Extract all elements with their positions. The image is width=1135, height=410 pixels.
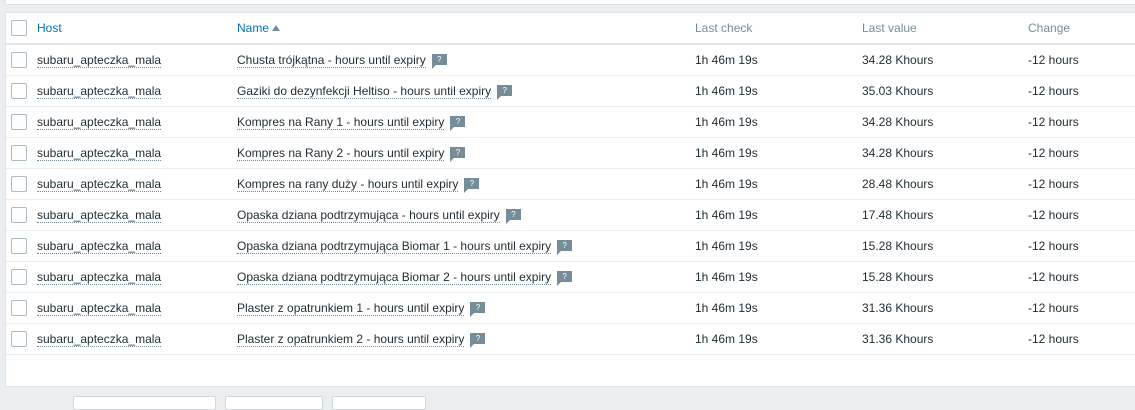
last-check: 1h 46m 19s (695, 44, 862, 76)
item-name-link[interactable]: Gaziki do dezynfekcji Heltiso - hours un… (237, 84, 492, 99)
action-button-3[interactable] (332, 396, 426, 410)
last-check: 1h 46m 19s (695, 199, 862, 231)
change: -12 hours (1028, 292, 1135, 324)
change: -12 hours (1028, 230, 1135, 262)
table-row: subaru_apteczka_mala Chusta trójkątna - … (6, 44, 1135, 76)
action-button-2[interactable] (225, 396, 323, 410)
last-value: 35.03 Khours (862, 75, 1028, 107)
change: -12 hours (1028, 106, 1135, 138)
host-link[interactable]: subaru_apteczka_mala (37, 115, 162, 130)
table-row: subaru_apteczka_mala Plaster z opatrunki… (6, 292, 1135, 324)
host-link[interactable]: subaru_apteczka_mala (37, 177, 162, 192)
description-hint-icon[interactable]: ? (464, 178, 480, 193)
last-value: 31.36 Khours (862, 323, 1028, 355)
last-check: 1h 46m 19s (695, 292, 862, 324)
item-name-link[interactable]: Kompres na Rany 2 - hours until expiry (237, 146, 445, 161)
row-checkbox[interactable] (11, 83, 27, 99)
last-value: 28.48 Khours (862, 168, 1028, 200)
item-name-link[interactable]: Chusta trójkątna - hours until expiry (237, 53, 426, 68)
host-link[interactable]: subaru_apteczka_mala (37, 208, 162, 223)
change: -12 hours (1028, 75, 1135, 107)
description-hint-icon[interactable]: ? (557, 240, 573, 255)
column-last-value: Last value (862, 13, 1028, 45)
change: -12 hours (1028, 261, 1135, 293)
host-link[interactable]: subaru_apteczka_mala (37, 239, 162, 254)
row-checkbox[interactable] (11, 331, 27, 347)
item-name-link[interactable]: Kompres na rany duży - hours until expir… (237, 177, 459, 192)
description-hint-icon[interactable]: ? (557, 271, 573, 286)
row-checkbox[interactable] (11, 207, 27, 223)
table-row: subaru_apteczka_mala Kompres na Rany 1 -… (6, 106, 1135, 138)
table-row: subaru_apteczka_mala Gaziki do dezynfekc… (6, 75, 1135, 107)
row-checkbox[interactable] (11, 114, 27, 130)
last-check: 1h 46m 19s (695, 323, 862, 355)
column-name[interactable]: Name (237, 13, 695, 45)
column-last-check: Last check (695, 13, 862, 45)
row-checkbox[interactable] (11, 300, 27, 316)
item-name-link[interactable]: Opaska dziana podtrzymująca Biomar 2 - h… (237, 270, 552, 285)
table-row: subaru_apteczka_mala Kompres na rany duż… (6, 168, 1135, 200)
host-link[interactable]: subaru_apteczka_mala (37, 301, 162, 316)
last-check: 1h 46m 19s (695, 261, 862, 293)
table-row: subaru_apteczka_mala Plaster z opatrunki… (6, 323, 1135, 355)
last-value: 34.28 Khours (862, 44, 1028, 76)
last-check: 1h 46m 19s (695, 75, 862, 107)
select-all-checkbox[interactable] (11, 20, 27, 36)
last-check: 1h 46m 19s (695, 106, 862, 138)
change: -12 hours (1028, 168, 1135, 200)
change: -12 hours (1028, 137, 1135, 169)
last-value: 31.36 Khours (862, 292, 1028, 324)
item-name-link[interactable]: Kompres na Rany 1 - hours until expiry (237, 115, 445, 130)
action-button-1[interactable] (73, 396, 216, 410)
table-row: subaru_apteczka_mala Opaska dziana podtr… (6, 261, 1135, 293)
host-link[interactable]: subaru_apteczka_mala (37, 270, 162, 285)
host-link[interactable]: subaru_apteczka_mala (37, 146, 162, 161)
last-value: 17.48 Khours (862, 199, 1028, 231)
last-value: 15.28 Khours (862, 230, 1028, 262)
host-link[interactable]: subaru_apteczka_mala (37, 53, 162, 68)
top-panel (5, 0, 1135, 5)
description-hint-icon[interactable]: ? (470, 302, 486, 317)
description-hint-icon[interactable]: ? (450, 147, 466, 162)
change: -12 hours (1028, 323, 1135, 355)
description-hint-icon[interactable]: ? (450, 116, 466, 131)
latest-data-panel: Host Name Last check Last value Change s… (5, 12, 1135, 387)
table-row: subaru_apteczka_mala Opaska dziana podtr… (6, 199, 1135, 231)
description-hint-icon[interactable]: ? (505, 209, 521, 224)
item-name-link[interactable]: Opaska dziana podtrzymująca - hours unti… (237, 208, 500, 223)
table-row: subaru_apteczka_mala Kompres na Rany 2 -… (6, 137, 1135, 169)
host-link[interactable]: subaru_apteczka_mala (37, 84, 162, 99)
description-hint-icon[interactable]: ? (470, 333, 486, 348)
change: -12 hours (1028, 199, 1135, 231)
row-checkbox[interactable] (11, 145, 27, 161)
table-row: subaru_apteczka_mala Opaska dziana podtr… (6, 230, 1135, 262)
change: -12 hours (1028, 44, 1135, 76)
item-name-link[interactable]: Plaster z opatrunkiem 1 - hours until ex… (237, 301, 465, 316)
last-value: 34.28 Khours (862, 137, 1028, 169)
last-check: 1h 46m 19s (695, 230, 862, 262)
last-check: 1h 46m 19s (695, 168, 862, 200)
row-checkbox[interactable] (11, 176, 27, 192)
last-check: 1h 46m 19s (695, 137, 862, 169)
description-hint-icon[interactable]: ? (431, 54, 447, 69)
column-host[interactable]: Host (37, 13, 237, 45)
row-checkbox[interactable] (11, 269, 27, 285)
row-checkbox[interactable] (11, 238, 27, 254)
host-link[interactable]: subaru_apteczka_mala (37, 332, 162, 347)
items-table: Host Name Last check Last value Change s… (6, 13, 1135, 355)
sort-ascending-icon (272, 25, 281, 31)
last-value: 34.28 Khours (862, 106, 1028, 138)
description-hint-icon[interactable]: ? (497, 85, 513, 100)
item-name-link[interactable]: Plaster z opatrunkiem 2 - hours until ex… (237, 332, 465, 347)
row-checkbox[interactable] (11, 52, 27, 68)
last-value: 15.28 Khours (862, 261, 1028, 293)
table-header: Host Name Last check Last value Change (6, 13, 1135, 45)
column-change: Change (1028, 13, 1135, 45)
item-name-link[interactable]: Opaska dziana podtrzymująca Biomar 1 - h… (237, 239, 552, 254)
